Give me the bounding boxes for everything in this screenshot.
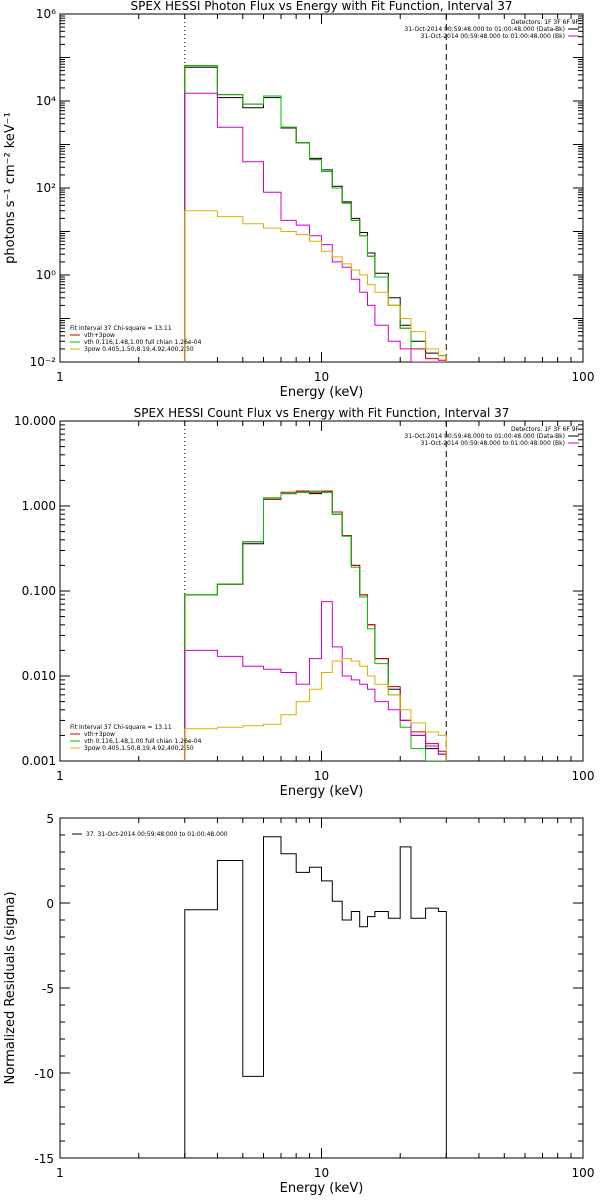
- series-line-3: [184, 65, 447, 362]
- y-tick-label: -15: [34, 1152, 54, 1166]
- x-tick-label: 100: [572, 1166, 595, 1180]
- fit-legend-entry: vth+3pow: [84, 731, 115, 738]
- x-axis-label: Energy (keV): [280, 385, 364, 400]
- chart-panel-2: SPEX HESSI Count Flux vs Energy with Fit…: [14, 406, 594, 799]
- fit-legend-entry: vth+3pow: [84, 332, 115, 339]
- plot-frame: [59, 420, 584, 762]
- legend-entry: 31-Oct-2014 00:59:48.000 to 01:00:48.000…: [404, 26, 565, 33]
- fit-legend-header: Fit Interval 37 Chi-square = 13.11: [70, 325, 172, 332]
- y-tick-label: 0.001: [22, 754, 56, 768]
- y-tick-label: 5: [46, 812, 54, 826]
- plot-area: [184, 65, 447, 362]
- y-tick-label: 10⁻²: [30, 355, 57, 369]
- y-tick-label: -10: [34, 1067, 54, 1081]
- x-tick-label: 100: [572, 769, 595, 783]
- y-tick-label: 10⁰: [36, 268, 56, 282]
- fit-legend-entry: 3pow 0.405,1.50,8.19,4.92,400,2.50: [84, 745, 194, 752]
- series-line-2: [184, 65, 447, 362]
- x-tick-label: 10: [314, 1166, 329, 1180]
- y-tick-label: 10.000: [14, 414, 56, 428]
- y-axis-label: photons s⁻¹ cm⁻² keV⁻¹: [3, 112, 18, 264]
- legend-header: Detectors: 1F 3F 6F 9F: [511, 19, 580, 26]
- y-tick-label: 10⁶: [36, 7, 56, 21]
- x-tick-label: 1: [56, 769, 64, 783]
- legend-entry: 31-Oct-2014 00:59:48.000 to 01:00:48.000…: [404, 433, 565, 440]
- x-axis-label: Energy (keV): [280, 1181, 364, 1196]
- fit-legend-entry: 3pow 0.405,1.50,8.19,4.92,400,2.50: [84, 346, 194, 353]
- y-axis-label: Normalized Residuals (sigma): [3, 891, 18, 1084]
- series-line-4: [184, 92, 447, 362]
- x-tick-label: 1: [56, 1166, 64, 1180]
- chart-panel-3: 1 10 100 Energy (keV) 5 0 -5 -10 -15 Normalized R…: [3, 812, 594, 1196]
- series-line-1: [184, 836, 447, 1158]
- x-tick-label: 100: [572, 370, 595, 384]
- plot-area: [184, 490, 447, 761]
- chart-title: SPEX HESSI Photon Flux vs Energy with Fi…: [131, 0, 513, 13]
- series-line-5: [184, 658, 447, 761]
- series-line-1: [184, 66, 447, 362]
- legend-entry: 31-Oct-2014 00:59:48.000 to 01:00:48.000…: [421, 440, 565, 447]
- x-axis-label: Energy (keV): [280, 784, 364, 799]
- series-line-1: [184, 491, 447, 761]
- series-line-3: [184, 490, 447, 761]
- x-tick-label: 1: [56, 370, 64, 384]
- y-tick-label: 0.010: [22, 669, 56, 683]
- fit-legend-entry: vth 0.116,1.48,1.00 full chian 1.26e-04: [84, 738, 202, 745]
- series-line-4: [184, 601, 447, 761]
- plot-frame: [59, 13, 584, 363]
- y-tick-label: 1.000: [22, 499, 56, 513]
- x-tick-label: 10: [314, 370, 329, 384]
- legend-header: Detectors: 1F 3F 6F 9F: [511, 426, 580, 433]
- legend-entry: 31-Oct-2014 00:59:48.000 to 01:00:48.000…: [421, 33, 565, 40]
- series-line-5: [184, 210, 447, 362]
- y-tick-label: 0: [46, 897, 54, 911]
- plot-area: [184, 836, 447, 1158]
- fit-legend-entry: vth 0.116,1.48,1.00 full chian 1.26e-04: [84, 339, 202, 346]
- fit-legend-header: Fit Interval 37 Chi-square = 13.11: [70, 724, 172, 731]
- y-tick-label: -5: [42, 982, 54, 996]
- x-tick-label: 10: [314, 769, 329, 783]
- chart-title: SPEX HESSI Count Flux vs Energy with Fit…: [134, 406, 510, 420]
- y-tick-label: 0.100: [22, 584, 56, 598]
- series-line-2: [184, 490, 447, 761]
- y-tick-label: 10⁴: [36, 94, 56, 108]
- residual-legend-entry: 37. 31-Oct-2014 00:59:48.000 to 01:00:48…: [86, 831, 228, 838]
- y-tick-label: 10²: [36, 181, 56, 195]
- chart-panel-1: SPEX HESSI Photon Flux vs Energy with Fi…: [3, 0, 594, 400]
